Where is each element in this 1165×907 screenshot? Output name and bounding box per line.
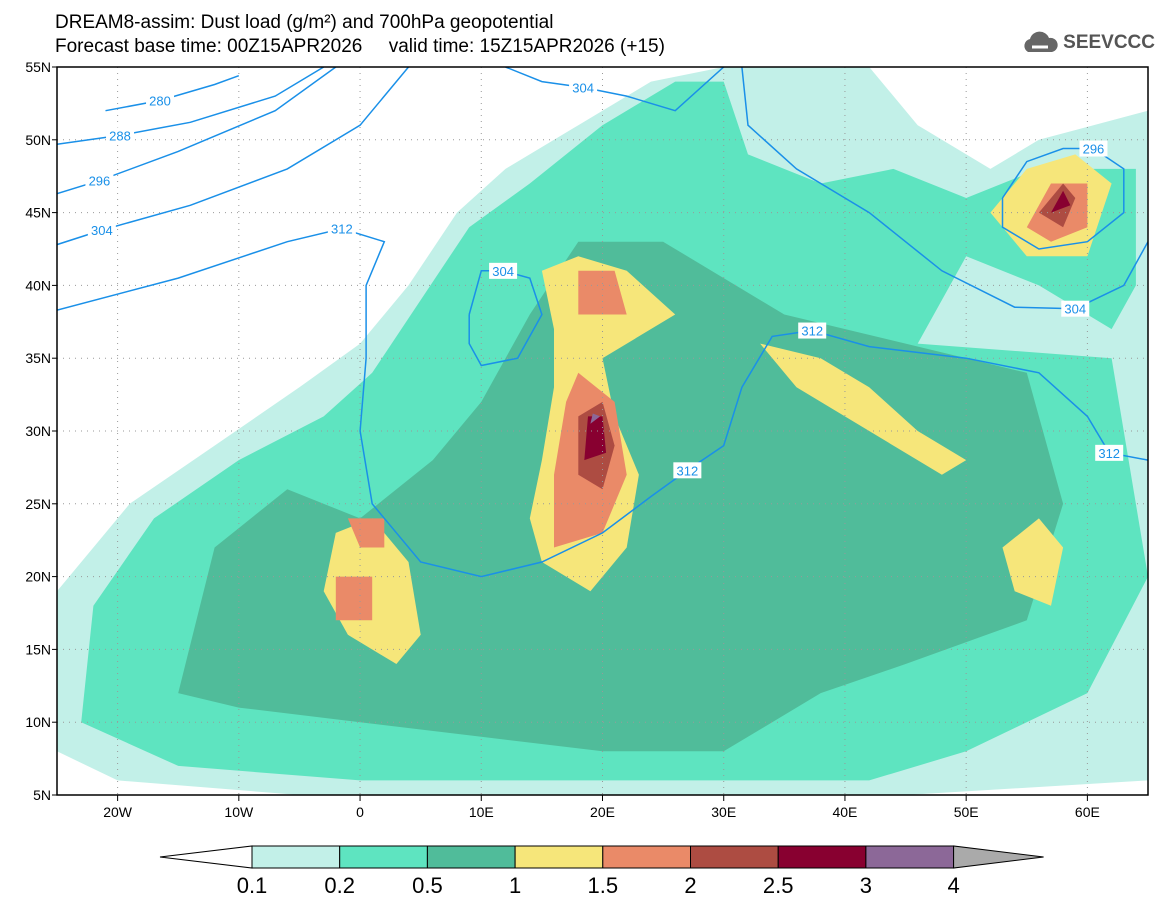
lat-tick-label: 30N bbox=[25, 423, 51, 439]
lon-tick-label: 40E bbox=[832, 804, 857, 820]
dust-region bbox=[584, 416, 607, 461]
contour-label-bg bbox=[146, 92, 175, 109]
contour-label: 288 bbox=[109, 128, 131, 143]
lat-tick-label: 15N bbox=[25, 641, 51, 657]
lat-tick-label: 55N bbox=[25, 59, 51, 75]
contour-label-bg bbox=[87, 222, 116, 239]
colorbar-label: 3 bbox=[860, 873, 872, 898]
lon-tick-label: 60E bbox=[1075, 804, 1100, 820]
contour-label-bg bbox=[327, 220, 356, 237]
cloud-icon bbox=[1024, 31, 1058, 52]
contour-label: 312 bbox=[331, 222, 353, 237]
colorbar-swatch bbox=[690, 845, 779, 869]
colorbar: 0.1 0.2 0.5 1 1.5 2 2.5 3 4 bbox=[159, 845, 1044, 898]
lon-tick-label: 50E bbox=[954, 804, 979, 820]
contour-label-bg bbox=[569, 79, 598, 96]
lon-tick-label: 10W bbox=[224, 804, 254, 820]
colorbar-swatch bbox=[777, 845, 867, 869]
dust-region bbox=[347, 518, 385, 548]
dust-region bbox=[335, 576, 373, 621]
geopotential-contour bbox=[57, 227, 1148, 578]
colorbar-swatch bbox=[602, 845, 691, 869]
contour-label-bg bbox=[1061, 300, 1090, 317]
contour-label-bg bbox=[673, 462, 702, 479]
geopotential-contour bbox=[468, 270, 543, 367]
contour-label-bg bbox=[85, 172, 114, 189]
contour-label: 280 bbox=[149, 93, 171, 108]
contour-label-bg bbox=[1095, 444, 1124, 461]
geopotential-contour bbox=[505, 67, 725, 112]
contour-label-bg bbox=[1079, 140, 1108, 157]
colorbar-label: 1 bbox=[509, 873, 521, 898]
lat-tick-label: 10N bbox=[25, 714, 51, 730]
axis-ticks: 55N 50N 45N 40N 35N 30N 25N 20N 15N 10N 5N 20W 10W 0 1… bbox=[25, 59, 1100, 820]
lat-tick-label: 5N bbox=[33, 787, 51, 803]
dust-region bbox=[578, 270, 627, 315]
lon-tick-label: 0 bbox=[356, 804, 364, 820]
geopotential-contour bbox=[1001, 147, 1125, 250]
lat-tick-label: 40N bbox=[25, 277, 51, 293]
contour-label: 304 bbox=[1064, 302, 1086, 317]
lat-tick-label: 20N bbox=[25, 569, 51, 585]
contour-label-bg bbox=[798, 322, 827, 339]
dust-load-fields bbox=[57, 67, 1148, 795]
contour-label-bg bbox=[489, 262, 518, 279]
lat-tick-label: 50N bbox=[25, 132, 51, 148]
contour-label: 296 bbox=[89, 174, 111, 189]
lat-tick-label: 25N bbox=[25, 496, 51, 512]
contour-label: 296 bbox=[1083, 142, 1105, 157]
logo-text: SEEVCCC bbox=[1063, 32, 1155, 53]
colorbar-swatch bbox=[339, 845, 428, 869]
geopotential-contour bbox=[105, 74, 240, 112]
contour-label: 304 bbox=[492, 264, 514, 279]
colorbar-label: 2 bbox=[684, 873, 696, 898]
dust-region bbox=[1002, 518, 1064, 606]
geopotential-contour bbox=[57, 67, 410, 246]
colorbar-label: 2.5 bbox=[763, 873, 794, 898]
lon-tick-label: 20W bbox=[103, 804, 133, 820]
geopotential-contour bbox=[57, 67, 325, 145]
geopotential-contour bbox=[57, 67, 337, 195]
colorbar-under-triangle bbox=[159, 845, 253, 869]
colorbar-swatch bbox=[514, 845, 604, 869]
colorbar-over-triangle bbox=[953, 845, 1044, 869]
contour-label: 304 bbox=[572, 80, 594, 95]
colorbar-label: 0.1 bbox=[237, 873, 268, 898]
colorbar-label: 4 bbox=[947, 873, 959, 898]
lat-tick-label: 45N bbox=[25, 205, 51, 221]
dust-region bbox=[760, 343, 967, 475]
lon-tick-label: 30E bbox=[711, 804, 736, 820]
geopotential-contour bbox=[741, 67, 1148, 310]
dust-region bbox=[1051, 190, 1071, 213]
contour-label: 312 bbox=[1098, 446, 1120, 461]
lon-tick-label: 20E bbox=[590, 804, 615, 820]
contour-label: 312 bbox=[677, 463, 699, 478]
geopotential-contours: 280 288 296 304 312 304 304 304 296 312 312 312 bbox=[57, 67, 1148, 578]
contour-label-bg bbox=[106, 127, 135, 144]
contour-label: 304 bbox=[91, 223, 113, 238]
dust-region bbox=[590, 413, 601, 424]
seevccc-logo: SEEVCCC bbox=[1020, 28, 1155, 58]
graticule bbox=[57, 67, 1148, 795]
colorbar-label: 0.2 bbox=[324, 873, 355, 898]
colorbar-swatch bbox=[426, 845, 516, 869]
map-title: DREAM8-assim: Dust load (g/m²) and 700hP… bbox=[55, 12, 554, 33]
contour-label: 312 bbox=[801, 324, 823, 339]
colorbar-swatch bbox=[865, 845, 955, 869]
lon-tick-label: 10E bbox=[469, 804, 494, 820]
colorbar-label: 0.5 bbox=[412, 873, 443, 898]
colorbar-label: 1.5 bbox=[588, 873, 619, 898]
lat-tick-label: 35N bbox=[25, 350, 51, 366]
map-subtitle: Forecast base time: 00Z15APR2026 valid t… bbox=[55, 36, 665, 57]
colorbar-swatch bbox=[251, 845, 341, 869]
